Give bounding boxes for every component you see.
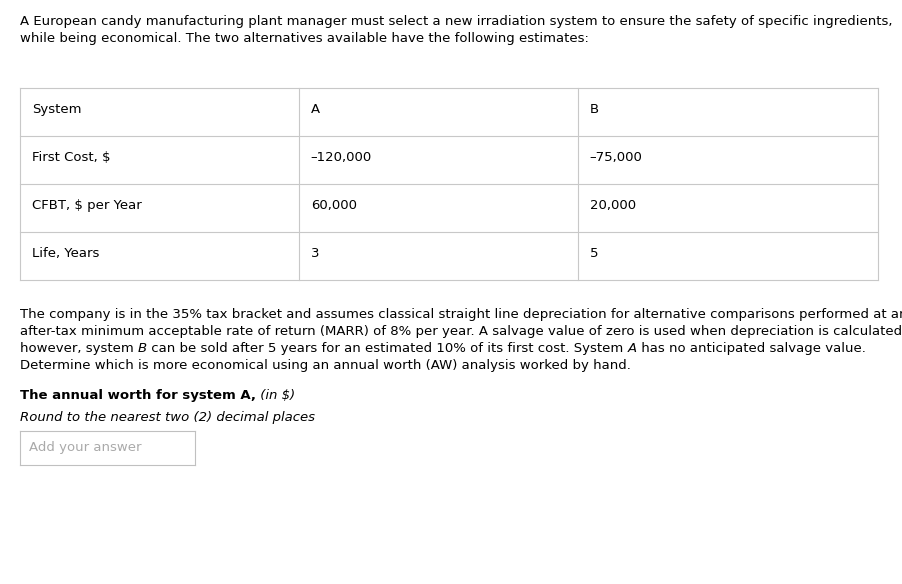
Text: –75,000: –75,000 [590,151,642,164]
Text: –120,000: –120,000 [311,151,373,164]
Text: Determine which is more economical using an annual worth (AW) analysis worked by: Determine which is more economical using… [20,359,630,372]
Text: after-tax minimum acceptable rate of return (MARR) of 8% per year. A salvage val: after-tax minimum acceptable rate of ret… [20,325,902,338]
Text: A: A [628,342,637,355]
Text: The company is in the 35% tax bracket and assumes classical straight line deprec: The company is in the 35% tax bracket an… [20,308,902,321]
Text: Add your answer: Add your answer [29,442,142,454]
Text: A: A [311,103,320,116]
Text: Life, Years: Life, Years [32,247,99,260]
Text: has no anticipated salvage value.: has no anticipated salvage value. [637,342,866,355]
Text: however, system: however, system [20,342,138,355]
Text: CFBT, $ per Year: CFBT, $ per Year [32,199,142,212]
Text: 20,000: 20,000 [590,199,636,212]
Text: A European candy manufacturing plant manager must select a new irradiation syste: A European candy manufacturing plant man… [20,15,892,28]
Text: while being economical. The two alternatives available have the following estima: while being economical. The two alternat… [20,32,589,45]
Text: (in $): (in $) [256,389,295,402]
Text: can be sold after 5 years for an estimated 10% of its first cost. System: can be sold after 5 years for an estimat… [147,342,628,355]
Text: 3: 3 [311,247,319,260]
Text: Round to the nearest two (2) decimal places: Round to the nearest two (2) decimal pla… [20,411,315,424]
Text: B: B [138,342,147,355]
Text: First Cost, $: First Cost, $ [32,151,111,164]
Text: 5: 5 [590,247,598,260]
Text: 60,000: 60,000 [311,199,357,212]
Text: B: B [590,103,599,116]
Text: System: System [32,103,81,116]
Text: The annual worth for system A,: The annual worth for system A, [20,389,256,402]
